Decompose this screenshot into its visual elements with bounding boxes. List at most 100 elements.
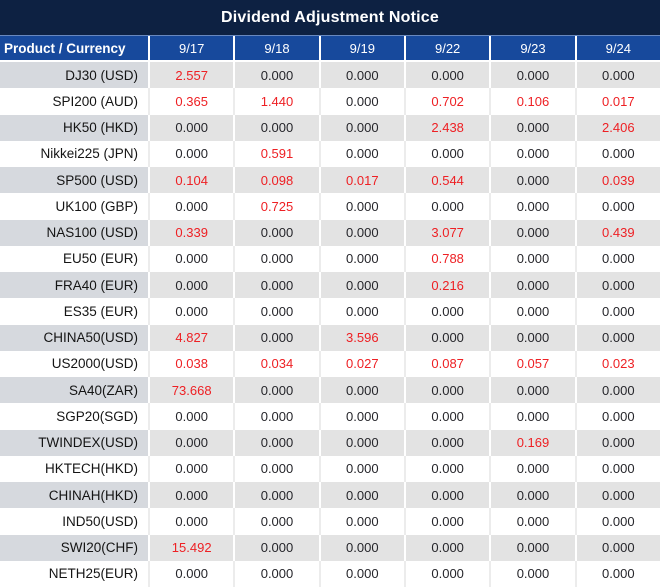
value-cell: 0.000 <box>148 508 234 535</box>
value-cell: 0.000 <box>489 534 575 561</box>
value-cell: 0.000 <box>489 245 575 272</box>
value-cell: 0.000 <box>403 482 490 509</box>
date-header-0: 9/17 <box>148 36 233 60</box>
table-row: SA40(ZAR) 73.668 0.000 0.000 0.000 0.000 0.000 <box>0 377 660 404</box>
value-cell: 0.000 <box>148 298 234 325</box>
table-row: DJ30 (USD) 2.557 0.000 0.000 0.000 0.000 0.000 <box>0 62 660 89</box>
value-cell: 0.000 <box>148 403 234 430</box>
value-cell: 0.000 <box>318 455 404 482</box>
value-cell: 0.000 <box>148 140 234 167</box>
value-cell: 0.000 <box>148 193 234 220</box>
product-cell: HKTECH(HKD) <box>0 455 148 482</box>
value-cell: 0.365 <box>148 88 234 115</box>
value-cell: 0.000 <box>148 245 234 272</box>
value-cell: 0.000 <box>574 534 660 561</box>
value-cell: 2.557 <box>148 62 234 89</box>
table-row: SPI200 (AUD) 0.365 1.440 0.000 0.702 0.106 0.0… <box>0 88 660 115</box>
date-header-5: 9/24 <box>574 36 660 60</box>
value-cell: 0.000 <box>318 88 404 115</box>
value-cell: 0.000 <box>489 298 575 325</box>
page-title: Dividend Adjustment Notice <box>221 8 439 26</box>
table-row: UK100 (GBP) 0.000 0.725 0.000 0.000 0.000 0.00… <box>0 193 660 220</box>
product-cell: CHINAH(HKD) <box>0 482 148 509</box>
value-cell: 0.000 <box>233 429 319 456</box>
value-cell: 0.027 <box>318 350 404 377</box>
value-cell: 0.000 <box>574 377 660 404</box>
value-cell: 0.000 <box>318 560 404 587</box>
title-bar: Dividend Adjustment Notice <box>0 0 660 35</box>
table-row: ES35 (EUR) 0.000 0.000 0.000 0.000 0.000 0.000 <box>0 298 660 325</box>
value-cell: 0.000 <box>574 455 660 482</box>
value-cell: 3.596 <box>318 324 404 351</box>
value-cell: 3.077 <box>403 219 490 246</box>
date-header-2: 9/19 <box>318 36 404 60</box>
value-cell: 0.000 <box>318 403 404 430</box>
product-cell: NETH25(EUR) <box>0 560 148 587</box>
value-cell: 0.000 <box>318 245 404 272</box>
table-body: DJ30 (USD) 2.557 0.000 0.000 0.000 0.000 0.000… <box>0 62 660 587</box>
table-row: HK50 (HKD) 0.000 0.000 0.000 2.438 0.000 2.406 <box>0 114 660 141</box>
value-cell: 0.000 <box>489 482 575 509</box>
value-cell: 0.000 <box>403 534 490 561</box>
value-cell: 0.000 <box>318 534 404 561</box>
value-cell: 0.000 <box>403 193 490 220</box>
value-cell: 0.000 <box>489 560 575 587</box>
table-row: Nikkei225 (JPN) 0.000 0.591 0.000 0.000 0.000… <box>0 140 660 167</box>
value-cell: 0.000 <box>148 272 234 299</box>
product-cell: EU50 (EUR) <box>0 245 148 272</box>
table-row: HKTECH(HKD) 0.000 0.000 0.000 0.000 0.000 0.00… <box>0 455 660 482</box>
product-cell: SA40(ZAR) <box>0 377 148 404</box>
product-cell: TWINDEX(USD) <box>0 429 148 456</box>
value-cell: 0.000 <box>403 560 490 587</box>
value-cell: 0.788 <box>403 245 490 272</box>
product-cell: SPI200 (AUD) <box>0 88 148 115</box>
value-cell: 0.034 <box>233 350 319 377</box>
value-cell: 0.000 <box>318 193 404 220</box>
value-cell: 0.000 <box>318 377 404 404</box>
value-cell: 0.087 <box>403 350 490 377</box>
value-cell: 0.000 <box>403 377 490 404</box>
value-cell: 0.216 <box>403 272 490 299</box>
value-cell: 0.725 <box>233 193 319 220</box>
value-cell: 4.827 <box>148 324 234 351</box>
value-cell: 0.000 <box>233 114 319 141</box>
date-header-3: 9/22 <box>403 36 489 60</box>
value-cell: 0.000 <box>489 140 575 167</box>
product-cell: Nikkei225 (JPN) <box>0 140 148 167</box>
value-cell: 1.440 <box>233 88 319 115</box>
value-cell: 0.000 <box>148 429 234 456</box>
product-currency-header: Product / Currency <box>4 40 126 56</box>
value-cell: 0.000 <box>318 219 404 246</box>
value-cell: 0.000 <box>233 403 319 430</box>
value-cell: 0.000 <box>403 62 490 89</box>
value-cell: 0.000 <box>318 62 404 89</box>
value-cell: 0.000 <box>403 324 490 351</box>
value-cell: 0.104 <box>148 167 234 194</box>
value-cell: 0.000 <box>574 429 660 456</box>
value-cell: 0.000 <box>489 403 575 430</box>
value-cell: 0.000 <box>233 298 319 325</box>
value-cell: 0.038 <box>148 350 234 377</box>
value-cell: 15.492 <box>148 534 234 561</box>
value-cell: 0.000 <box>318 508 404 535</box>
product-cell: HK50 (HKD) <box>0 114 148 141</box>
value-cell: 0.000 <box>233 272 319 299</box>
value-cell: 0.000 <box>233 324 319 351</box>
value-cell: 0.000 <box>489 508 575 535</box>
product-cell: SGP20(SGD) <box>0 403 148 430</box>
value-cell: 0.000 <box>233 62 319 89</box>
product-cell: DJ30 (USD) <box>0 62 148 89</box>
value-cell: 0.057 <box>489 350 575 377</box>
value-cell: 0.000 <box>318 429 404 456</box>
product-cell: CHINA50(USD) <box>0 324 148 351</box>
value-cell: 0.000 <box>148 560 234 587</box>
value-cell: 2.406 <box>574 114 660 141</box>
table-row: CHINAH(HKD) 0.000 0.000 0.000 0.000 0.000 0.00… <box>0 482 660 509</box>
product-cell: NAS100 (USD) <box>0 219 148 246</box>
value-cell: 0.000 <box>403 455 490 482</box>
value-cell: 0.000 <box>489 272 575 299</box>
value-cell: 0.000 <box>574 560 660 587</box>
table-row: US2000(USD) 0.038 0.034 0.027 0.087 0.057 0.02… <box>0 350 660 377</box>
product-cell: FRA40 (EUR) <box>0 272 148 299</box>
value-cell: 0.000 <box>233 482 319 509</box>
